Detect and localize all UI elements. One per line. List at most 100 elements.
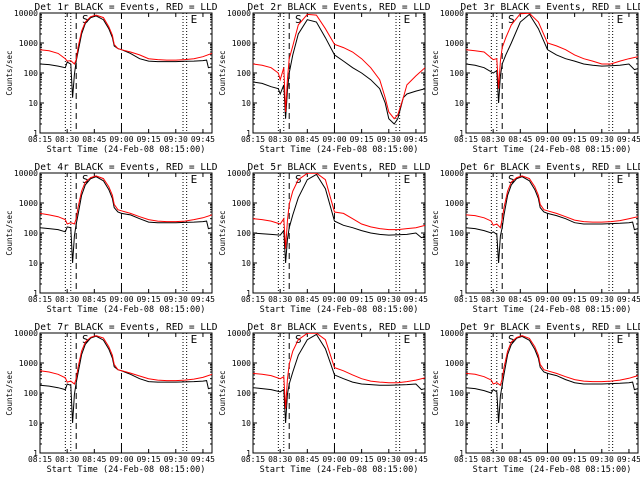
y-tick-label: 10 xyxy=(454,419,464,428)
y-tick-label: 100 xyxy=(237,69,252,78)
y-tick-label: 10 xyxy=(454,99,464,108)
end-marker-label: E xyxy=(617,13,624,26)
y-axis-label: Counts/sec xyxy=(5,370,14,415)
plot-title: Det 1r BLACK = Events, RED = LLD xyxy=(34,2,217,13)
events-series-line xyxy=(466,335,638,424)
x-tick-label: 09:15 xyxy=(350,135,374,144)
x-axis-label: Start Time (24-Feb-08 08:15:00) xyxy=(473,465,632,475)
end-marker-label: E xyxy=(617,333,624,346)
y-tick-label: 1 xyxy=(459,449,464,458)
x-tick-label: 09:45 xyxy=(191,135,215,144)
y-tick-label: 1 xyxy=(246,449,251,458)
detector-plot: Det 3r BLACK = Events, RED = LLD 1 10 100 10… xyxy=(431,2,640,155)
x-axis-label: Start Time (24-Feb-08 08:15:00) xyxy=(260,465,419,475)
events-series-line xyxy=(253,333,425,424)
start-marker-label: S xyxy=(508,173,515,186)
y-tick-label: 10 xyxy=(454,259,464,268)
x-tick-label: 08:45 xyxy=(508,135,532,144)
x-tick-label: 09:15 xyxy=(563,135,587,144)
y-tick-label: 1 xyxy=(459,289,464,298)
x-tick-label: 08:15 xyxy=(454,455,478,464)
x-tick-label: 08:15 xyxy=(241,135,265,144)
events-series-line xyxy=(40,176,212,264)
x-tick-label: 09:00 xyxy=(322,135,346,144)
y-tick-label: 100 xyxy=(450,69,465,78)
x-tick-label: 09:30 xyxy=(590,295,614,304)
plot-title: Det 3r BLACK = Events, RED = LLD xyxy=(460,2,640,13)
x-tick-label: 09:15 xyxy=(137,295,161,304)
events-series-line xyxy=(253,19,425,125)
y-tick-label: 10 xyxy=(28,99,38,108)
detector-plot: Det 7r BLACK = Events, RED = LLD 1 10 100 10… xyxy=(5,322,218,475)
x-tick-label: 09:00 xyxy=(322,455,346,464)
x-tick-label: 08:45 xyxy=(508,295,532,304)
x-tick-label: 08:15 xyxy=(454,295,478,304)
x-tick-label: 09:30 xyxy=(164,295,188,304)
y-tick-label: 100 xyxy=(24,69,39,78)
lld-series-line xyxy=(466,13,638,89)
y-axis-label: Counts/sec xyxy=(5,50,14,95)
plot-title: Det 6r BLACK = Events, RED = LLD xyxy=(460,162,640,173)
x-tick-label: 09:30 xyxy=(590,135,614,144)
x-tick-label: 08:30 xyxy=(55,295,79,304)
y-tick-label: 100 xyxy=(24,389,39,398)
x-tick-label: 08:15 xyxy=(28,455,52,464)
lld-series-line xyxy=(40,175,212,225)
x-tick-label: 09:45 xyxy=(404,455,428,464)
start-marker-label: S xyxy=(508,333,515,346)
x-tick-label: 09:15 xyxy=(137,455,161,464)
y-tick-label: 1 xyxy=(33,449,38,458)
y-tick-label: 1000 xyxy=(19,39,38,48)
x-tick-label: 09:45 xyxy=(191,455,215,464)
x-axis-label: Start Time (24-Feb-08 08:15:00) xyxy=(47,145,206,155)
y-tick-label: 10000 xyxy=(14,9,38,18)
y-tick-label: 10000 xyxy=(440,9,464,18)
x-tick-label: 08:30 xyxy=(55,135,79,144)
x-axis-label: Start Time (24-Feb-08 08:15:00) xyxy=(47,305,206,315)
end-marker-label: E xyxy=(404,13,411,26)
detector-plot: Det 2r BLACK = Events, RED = LLD 1 10 100 10… xyxy=(218,2,431,155)
x-tick-label: 09:30 xyxy=(164,135,188,144)
x-tick-label: 08:30 xyxy=(481,455,505,464)
x-tick-label: 08:15 xyxy=(28,135,52,144)
y-axis-label: Counts/sec xyxy=(431,370,440,415)
detector-plot: Det 8r BLACK = Events, RED = LLD 1 10 100 10… xyxy=(218,322,431,475)
x-tick-label: 08:45 xyxy=(82,455,106,464)
x-tick-label: 08:15 xyxy=(241,295,265,304)
y-tick-label: 10000 xyxy=(227,329,251,338)
x-axis-label: Start Time (24-Feb-08 08:15:00) xyxy=(47,465,206,475)
y-axis-label: Counts/sec xyxy=(5,210,14,255)
y-axis-label: Counts/sec xyxy=(218,50,227,95)
events-series-line xyxy=(466,13,638,104)
x-tick-label: 08:15 xyxy=(28,295,52,304)
y-tick-label: 100 xyxy=(450,229,465,238)
start-marker-label: S xyxy=(82,333,89,346)
x-axis-label: Start Time (24-Feb-08 08:15:00) xyxy=(473,305,632,315)
end-marker-label: E xyxy=(404,173,411,186)
y-tick-label: 10 xyxy=(241,259,251,268)
x-tick-label: 08:45 xyxy=(82,135,106,144)
plot-title: Det 8r BLACK = Events, RED = LLD xyxy=(247,322,430,333)
detector-plot: Det 9r BLACK = Events, RED = LLD 1 10 100 10… xyxy=(431,322,640,475)
detector-plot: Det 6r BLACK = Events, RED = LLD 1 10 100 10… xyxy=(431,162,640,315)
y-tick-label: 1000 xyxy=(445,39,464,48)
y-tick-label: 1000 xyxy=(19,359,38,368)
events-series-line xyxy=(40,15,212,98)
end-marker-label: E xyxy=(191,333,198,346)
x-tick-label: 09:30 xyxy=(164,455,188,464)
end-marker-label: E xyxy=(191,173,198,186)
x-tick-label: 08:45 xyxy=(295,295,319,304)
x-tick-label: 09:45 xyxy=(191,295,215,304)
end-marker-label: E xyxy=(617,173,624,186)
y-tick-label: 10000 xyxy=(227,9,251,18)
y-tick-label: 100 xyxy=(24,229,39,238)
y-tick-label: 1000 xyxy=(445,359,464,368)
x-axis-label: Start Time (24-Feb-08 08:15:00) xyxy=(260,145,419,155)
x-tick-label: 08:45 xyxy=(295,135,319,144)
events-series-line xyxy=(40,335,212,424)
lld-series-line xyxy=(40,335,212,385)
x-tick-label: 09:30 xyxy=(590,455,614,464)
end-marker-label: E xyxy=(191,13,198,26)
x-tick-label: 09:15 xyxy=(563,295,587,304)
lld-series-line xyxy=(253,13,425,120)
